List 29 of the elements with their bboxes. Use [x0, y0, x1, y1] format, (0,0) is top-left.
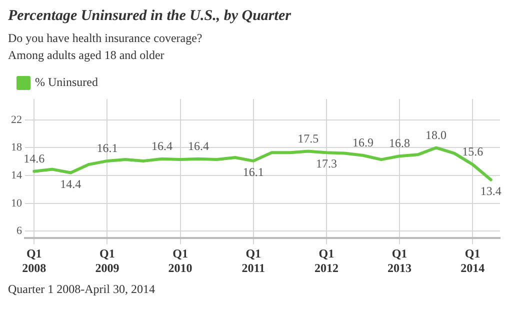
data-label: 17.5 — [298, 131, 319, 146]
x-tick-label: Q1 2009 — [95, 246, 120, 275]
data-label: 16.8 — [389, 136, 410, 150]
chart-subtitle: Do you have health insurance coverage? Among adults aged 18 and older — [8, 30, 204, 64]
y-tick-label: 10 — [11, 197, 22, 210]
chart-title: Percentage Uninsured in the U.S., by Quarter — [8, 8, 292, 25]
data-label: 13.4 — [480, 184, 502, 198]
y-tick-label: 14 — [11, 169, 22, 182]
x-tick-label: Q1 2010 — [168, 246, 192, 275]
data-label: 16.1 — [96, 141, 118, 156]
x-tick-label: Q1 2008 — [22, 246, 46, 275]
x-tick-label: Q1 2012 — [314, 246, 338, 275]
legend-label: % Uninsured — [35, 75, 98, 90]
data-label: 16.9 — [352, 136, 374, 150]
text: Quarter 1 2008-April 30, 2014 — [8, 282, 156, 297]
data-label: 14.6 — [24, 152, 45, 166]
data-label: 14.4 — [60, 176, 82, 191]
data-label: 16.1 — [242, 165, 264, 180]
x-tick-label: Q1 2013 — [388, 246, 412, 275]
data-label: 15.6 — [462, 144, 484, 159]
data-label: 16.4 — [188, 139, 210, 154]
y-tick-label: 18 — [11, 142, 22, 154]
y-tick-label: 6 — [16, 225, 22, 238]
data-label: 18.0 — [426, 128, 447, 142]
data-label: 16.4 — [152, 139, 173, 154]
x-tick-label: Q1 2014 — [460, 246, 485, 275]
y-tick-label: 22 — [11, 114, 22, 126]
data-label: 17.3 — [316, 156, 337, 171]
x-tick-label: Q1 2011 — [242, 246, 266, 275]
